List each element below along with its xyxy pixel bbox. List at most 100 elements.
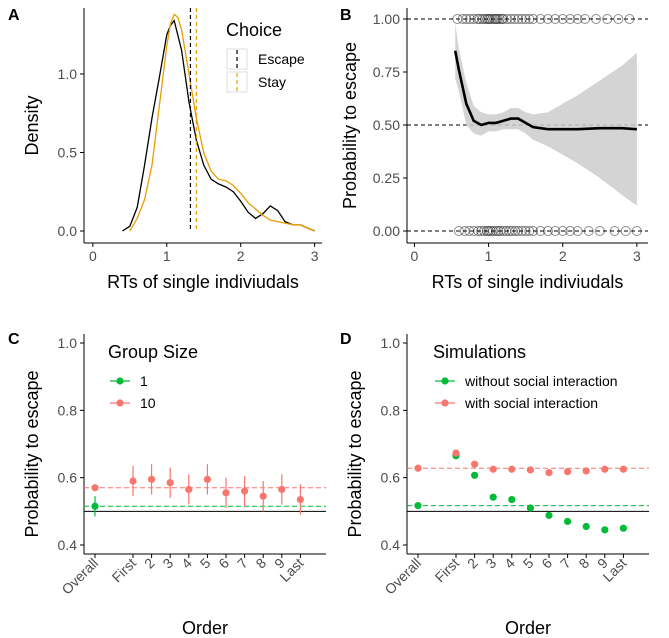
panel-c-point	[129, 477, 137, 485]
panel-d-point	[452, 449, 460, 457]
panel-b-escape-point	[591, 14, 602, 24]
panel-b-stay-point	[488, 226, 499, 236]
panel-b-x-tick-label: 3	[633, 248, 641, 264]
panel-c-y-tick-label: 0.8	[58, 402, 78, 418]
panel-d-point	[545, 469, 553, 477]
panel-d-legend-label: without social interaction	[464, 373, 618, 389]
panel-b-y-tick-label: 0.50	[373, 117, 400, 133]
panel-b-stay-point	[542, 226, 553, 236]
panel-b-stay-point	[524, 226, 535, 236]
panel-c-point	[241, 487, 249, 495]
panel-b-stay-point	[565, 226, 576, 236]
panel-c-point	[148, 475, 156, 483]
panel-b-stay-point	[504, 226, 515, 236]
panel-b-escape-point	[550, 14, 561, 24]
panel-b-stay-point	[510, 226, 521, 236]
panel-d-legend-key-point	[441, 399, 449, 407]
panel-b-stay-point	[516, 226, 527, 236]
panel-b-escape-point	[461, 14, 472, 24]
panel-d-point	[619, 524, 628, 532]
panel-b-fit-line	[453, 50, 637, 131]
panel-d-x-tick-label: 2	[464, 555, 481, 572]
panel-a-legend-label: Escape	[258, 51, 305, 67]
panel-b-escape-point	[498, 14, 509, 24]
panel-b-escape-point	[565, 14, 576, 24]
panel-b-stay-point	[550, 226, 561, 236]
panel-d-point	[471, 460, 479, 468]
panel-b-y-tick-label: 0.75	[373, 64, 400, 80]
panel-b-escape-point	[524, 14, 535, 24]
panel-b-escape-point	[465, 14, 476, 24]
panel-c-point	[91, 484, 99, 492]
panel-c-x-tick-label: First	[109, 555, 140, 586]
panel-b-escape-point	[520, 14, 531, 24]
panel-c-y-tick-label: 0.6	[58, 470, 78, 486]
panel-d-legend-key-point	[441, 377, 449, 385]
panel-d-y-tick-label: 0.8	[381, 402, 401, 418]
panel-d-point	[489, 465, 497, 473]
panel-b-stay-point	[631, 226, 642, 236]
panel-b-y-tick-label: 0.25	[373, 170, 400, 186]
panel-d-point	[508, 495, 516, 504]
panel-d-legend-label: with social interaction	[464, 395, 598, 411]
panel-b-escape-point	[579, 14, 590, 24]
panel-c-x-tick-label: 4	[178, 555, 195, 572]
panel-b-stay-point	[464, 226, 475, 236]
panel-b-probability-fit: 0.00 0.25 0.50 0.75 1.00 0 1 2 3 RTs of single in…	[340, 8, 648, 292]
panel-b-stay-point	[535, 226, 546, 236]
panel-b-escape-point	[472, 14, 483, 24]
panel-b-escape-point	[535, 14, 546, 24]
panel-d-x-tick-label: 6	[538, 555, 555, 572]
panel-b-escape-point	[492, 14, 503, 24]
panel-b-escape-point	[602, 14, 613, 24]
panel-d-x-tick-label: 4	[501, 555, 518, 572]
panel-b-stay-point	[520, 226, 531, 236]
panel-b-x-tick-label: 0	[411, 248, 419, 264]
panel-d-y-tick-label: 0.6	[381, 470, 401, 486]
panel-c-x-tick-label: 6	[215, 555, 232, 572]
panel-b-escape-point	[489, 14, 500, 24]
panel-c-legend-key-point	[116, 399, 124, 407]
panel-c-point	[259, 492, 267, 500]
panel-d-x-tick-label: 7	[557, 555, 574, 572]
panel-d-point	[582, 522, 590, 531]
panel-d-x-tick-label: 8	[575, 555, 592, 572]
panel-b-stay-point	[493, 226, 504, 236]
panel-c-x-tick-label: 8	[252, 555, 269, 572]
panel-b-escape-point	[513, 14, 524, 24]
panel-b-escape-point	[485, 14, 496, 24]
panel-c-x-tick-label: Overall	[58, 555, 101, 598]
panel-b-escape-point	[509, 14, 520, 24]
panel-b-escape-point	[516, 14, 527, 24]
panel-d-x-tick-label: 3	[482, 555, 499, 572]
panel-b-escape-point	[496, 14, 507, 24]
panel-b-escape-point	[468, 14, 479, 24]
panel-c-legend-label: 10	[140, 395, 156, 411]
panel-d-x-axis-title: Order	[505, 618, 551, 638]
panel-d-y-axis-title: Probability to escape	[345, 370, 365, 537]
panel-b-stay-point	[483, 226, 494, 236]
panel-d-point	[414, 464, 422, 472]
panel-c-x-tick-label: 2	[141, 555, 158, 572]
panel-c-x-tick-label: 3	[159, 555, 176, 572]
panel-a-y-tick-label: 1.0	[58, 66, 78, 82]
panel-label-b: B	[340, 7, 352, 24]
panel-d-point	[545, 511, 553, 519]
panel-c-point	[222, 489, 230, 497]
panel-b-stay-point	[495, 226, 506, 236]
panel-b-escape-point	[479, 14, 490, 24]
panel-a-y-axis-title: Density	[22, 95, 42, 155]
panel-b-stay-point	[557, 226, 568, 236]
panel-c-point	[278, 485, 286, 494]
panel-b-confidence-ribbon	[455, 23, 637, 206]
panel-c-legend-key-point	[116, 377, 124, 385]
panel-b-stay-point	[453, 226, 464, 236]
panel-c-y-tick-label: 0.4	[58, 537, 78, 553]
panel-b-escape-point	[613, 14, 624, 24]
panel-d-point	[489, 493, 497, 501]
panel-b-stay-point	[498, 226, 509, 236]
panel-c-y-axis-title: Probability to escape	[22, 370, 42, 537]
panel-b-stay-point	[459, 226, 470, 236]
